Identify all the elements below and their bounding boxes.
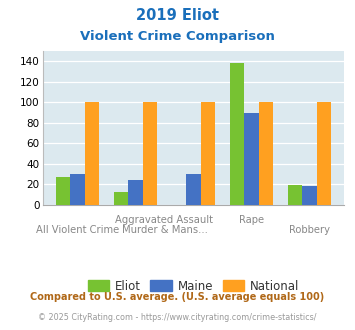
Text: Compared to U.S. average. (U.S. average equals 100): Compared to U.S. average. (U.S. average … [31, 292, 324, 302]
Bar [85, 102, 99, 205]
Bar [56, 177, 70, 205]
Bar [302, 186, 317, 205]
Bar [259, 102, 273, 205]
Text: Rape: Rape [239, 215, 264, 225]
Text: 2019 Eliot: 2019 Eliot [136, 8, 219, 23]
Bar [317, 102, 331, 205]
Text: Aggravated Assault: Aggravated Assault [115, 215, 213, 225]
Text: Murder & Mans...: Murder & Mans... [121, 225, 207, 235]
Bar [230, 63, 244, 205]
Bar [186, 174, 201, 205]
Bar [244, 113, 259, 205]
Legend: Eliot, Maine, National: Eliot, Maine, National [83, 275, 304, 297]
Bar [128, 180, 143, 205]
Bar [288, 185, 302, 205]
Bar [201, 102, 215, 205]
Text: Robbery: Robbery [289, 225, 330, 235]
Bar [70, 174, 85, 205]
Bar [114, 192, 128, 205]
Bar [143, 102, 157, 205]
Text: All Violent Crime: All Violent Crime [36, 225, 119, 235]
Text: Violent Crime Comparison: Violent Crime Comparison [80, 30, 275, 43]
Text: © 2025 CityRating.com - https://www.cityrating.com/crime-statistics/: © 2025 CityRating.com - https://www.city… [38, 314, 317, 322]
